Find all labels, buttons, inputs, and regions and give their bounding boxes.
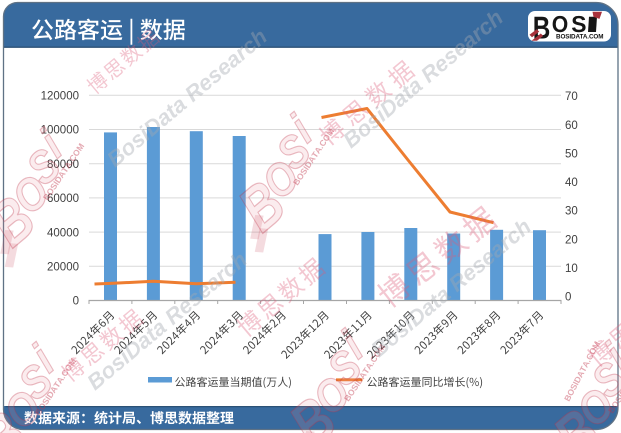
svg-text:30: 30: [565, 206, 578, 218]
svg-text:20000: 20000: [47, 262, 79, 274]
svg-text:50: 50: [565, 148, 578, 160]
svg-text:10: 10: [565, 263, 578, 275]
svg-text:120000: 120000: [41, 91, 79, 103]
svg-text:40000: 40000: [47, 227, 79, 239]
svg-text:60: 60: [565, 120, 578, 132]
svg-text:0: 0: [565, 292, 571, 304]
svg-text:70: 70: [565, 91, 578, 103]
svg-text:100000: 100000: [41, 125, 79, 137]
svg-text:20: 20: [565, 234, 578, 246]
svg-text:60000: 60000: [47, 193, 79, 205]
svg-text:0: 0: [73, 296, 79, 308]
svg-text:40: 40: [565, 177, 578, 189]
svg-text:BOSIDATA.COM: BOSIDATA.COM: [556, 34, 604, 41]
